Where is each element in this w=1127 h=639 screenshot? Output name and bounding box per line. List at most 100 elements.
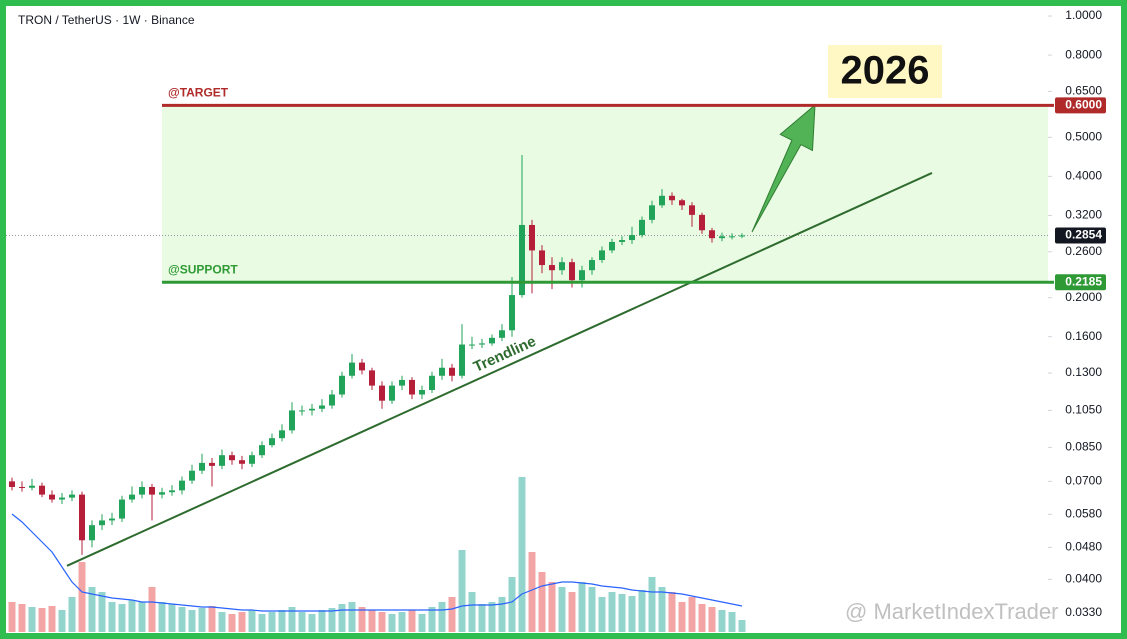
y-tick-label: 0.5000 [1065, 130, 1102, 144]
candle-body [149, 486, 155, 495]
candle-body [89, 525, 95, 541]
volume-bar [708, 607, 716, 632]
y-tick-label: 0.1300 [1065, 365, 1102, 379]
candle-body [29, 485, 35, 488]
candle-body [599, 250, 605, 261]
candle-body [679, 200, 685, 206]
volume-bar [388, 614, 396, 632]
volume-bar [198, 608, 206, 632]
volume-bar [398, 612, 406, 632]
candle-body [529, 224, 535, 251]
candle-body [409, 379, 415, 395]
volume-bar [478, 604, 486, 632]
volume-bar [168, 604, 176, 632]
candle-body [79, 494, 85, 541]
y-tick-label: 0.3200 [1065, 208, 1102, 222]
candle-body [189, 470, 195, 481]
volume-bar [48, 606, 56, 632]
candle-body [639, 219, 645, 236]
volume-bar [288, 607, 296, 632]
overlay-layer: 1.0000 0.8000 0.6500 0.5000 0.4000 0.3200 0.26… [162, 8, 1106, 619]
candle-body [569, 262, 575, 281]
last-price-label: 0.2854 [1065, 228, 1102, 242]
volume-bar [668, 592, 676, 632]
volume-bar [368, 610, 376, 632]
volume-bar [428, 607, 436, 632]
volume-bar [718, 610, 726, 632]
volume-bar [118, 604, 126, 632]
level-label: @SUPPORT [168, 262, 238, 276]
candle-body [249, 455, 255, 464]
volume-bar [598, 597, 606, 632]
candle-body [499, 330, 505, 338]
candle-body [719, 236, 725, 239]
volume-bar [238, 612, 246, 632]
volume-bar [688, 597, 696, 632]
candle-body [389, 385, 395, 401]
candle-body [269, 438, 275, 446]
volume-bar [488, 602, 496, 632]
candle-body [69, 494, 75, 498]
volume-bar [358, 607, 366, 632]
level-price-label: 0.2185 [1065, 274, 1102, 288]
candle-body [49, 494, 55, 500]
candle-body [479, 343, 485, 345]
candle-body [289, 410, 295, 431]
volume-ma-line [11, 513, 743, 612]
candle-body [129, 494, 135, 500]
candle-body [349, 362, 355, 376]
volume-bar [148, 587, 156, 632]
candle-body [509, 295, 515, 331]
candle-body [259, 445, 265, 456]
volume-bar [138, 602, 146, 632]
level-price-box [1055, 274, 1106, 291]
volume-bar [728, 612, 736, 632]
y-tick-label: 0.1050 [1065, 403, 1102, 417]
y-tick-label: 0.0850 [1065, 440, 1102, 454]
volume-bar [448, 597, 456, 632]
y-tick-label: 0.0700 [1065, 474, 1102, 488]
annotation-box [828, 45, 942, 98]
candle-body [139, 486, 145, 495]
candle-body [99, 520, 105, 526]
last-price-box [1055, 227, 1106, 244]
volume-bar [208, 606, 216, 632]
volume-bar [28, 607, 36, 632]
volume-bar [18, 604, 26, 632]
candle-body [9, 481, 15, 487]
volume-bar [298, 612, 306, 632]
candle-body [309, 408, 315, 411]
volume-bar [618, 594, 626, 632]
candle-body [689, 205, 695, 215]
volume-bar [38, 608, 46, 632]
volume-bar [378, 612, 386, 632]
volume-bar [658, 587, 666, 632]
y-tick-label: 0.2000 [1065, 290, 1102, 304]
volume-bar [228, 614, 236, 632]
candle-body [119, 499, 125, 519]
volume-bar [278, 610, 286, 632]
candle-body [489, 337, 495, 344]
volume-bar [608, 592, 616, 632]
candle-body [519, 224, 525, 296]
volume-bar [518, 477, 526, 632]
candle-body [319, 405, 325, 409]
candle-body [279, 430, 285, 439]
volume-bar [178, 607, 186, 632]
candle-body [589, 260, 595, 271]
candle-body [669, 195, 675, 201]
volume-bar [638, 590, 646, 632]
volume-bar [528, 552, 536, 632]
candle-body [169, 490, 175, 493]
volume-bar [508, 577, 516, 632]
y-tick-label: 1.0000 [1065, 8, 1102, 22]
volume-bar [738, 620, 746, 632]
y-tick-label: 0.6500 [1065, 84, 1102, 98]
candle-body [229, 455, 235, 461]
volume-bar [408, 610, 416, 632]
volume-bar [68, 597, 76, 632]
volume-bar [268, 612, 276, 632]
candle-body [179, 480, 185, 491]
